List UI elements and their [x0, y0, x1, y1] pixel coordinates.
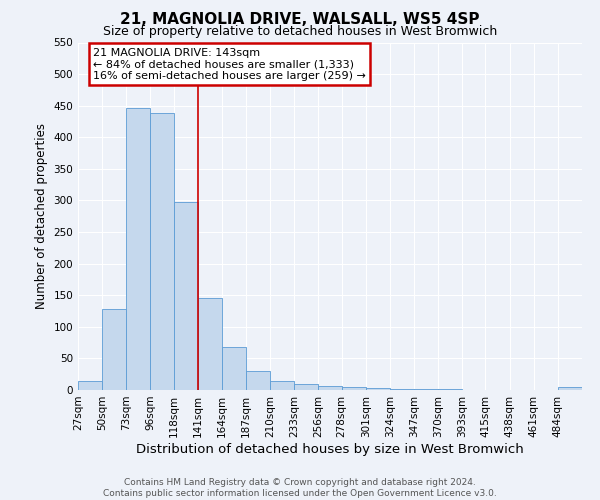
Text: 21, MAGNOLIA DRIVE, WALSALL, WS5 4SP: 21, MAGNOLIA DRIVE, WALSALL, WS5 4SP [120, 12, 480, 28]
Y-axis label: Number of detached properties: Number of detached properties [35, 123, 48, 309]
Bar [151, 114, 173, 390]
X-axis label: Distribution of detached houses by size in West Bromwich: Distribution of detached houses by size … [136, 442, 524, 456]
Bar [390, 388, 414, 390]
Bar [222, 347, 246, 390]
Bar [198, 298, 222, 390]
Text: Size of property relative to detached houses in West Bromwich: Size of property relative to detached ho… [103, 25, 497, 38]
Bar [341, 388, 366, 390]
Bar [319, 386, 341, 390]
Bar [558, 387, 582, 390]
Text: 21 MAGNOLIA DRIVE: 143sqm
← 84% of detached houses are smaller (1,333)
16% of se: 21 MAGNOLIA DRIVE: 143sqm ← 84% of detac… [93, 48, 366, 81]
Bar [246, 371, 270, 390]
Bar [295, 384, 319, 390]
Bar [102, 309, 127, 390]
Bar [173, 202, 198, 390]
Bar [78, 380, 102, 390]
Bar [270, 380, 294, 390]
Bar [366, 388, 390, 390]
Text: Contains HM Land Registry data © Crown copyright and database right 2024.
Contai: Contains HM Land Registry data © Crown c… [103, 478, 497, 498]
Bar [127, 108, 151, 390]
